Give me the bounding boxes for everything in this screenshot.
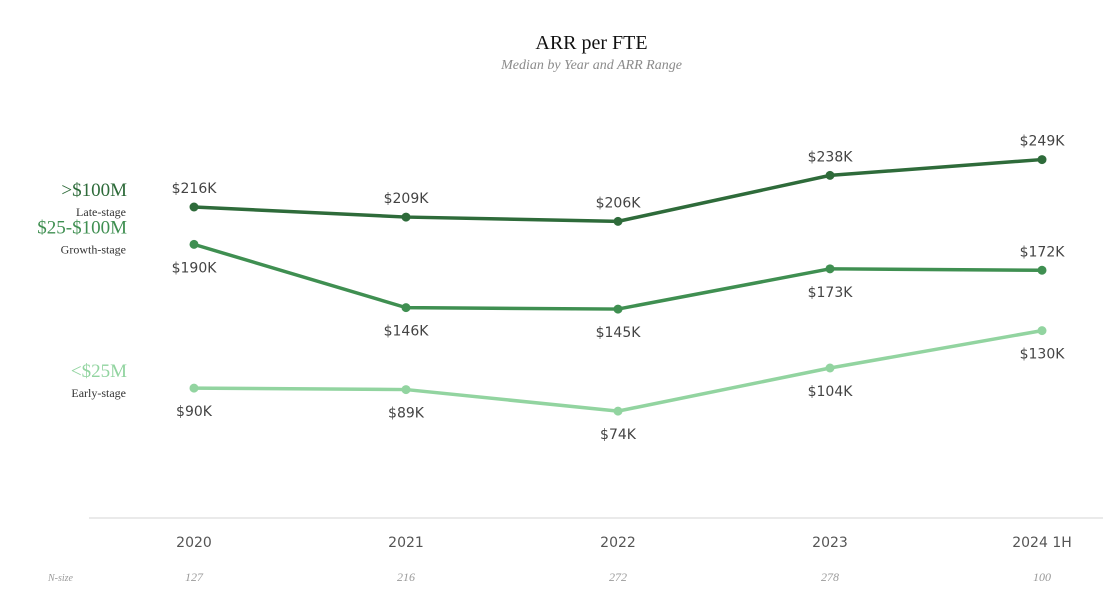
data-label: $173K bbox=[808, 285, 854, 301]
chart-title: ARR per FTE bbox=[535, 32, 648, 54]
series-name-label: >$100M bbox=[61, 180, 127, 201]
data-point bbox=[825, 363, 835, 373]
data-point bbox=[189, 202, 199, 212]
data-label: $74K bbox=[600, 427, 637, 443]
data-point bbox=[401, 303, 411, 313]
data-point bbox=[1037, 265, 1047, 275]
data-point bbox=[1037, 155, 1047, 165]
data-point bbox=[613, 406, 623, 416]
n-size-value: 216 bbox=[397, 570, 415, 584]
n-size-value: 127 bbox=[185, 570, 204, 584]
series-name-label: <$25M bbox=[71, 361, 127, 382]
data-point bbox=[1037, 326, 1047, 336]
data-label: $209K bbox=[384, 191, 430, 207]
data-label: $238K bbox=[808, 149, 854, 165]
x-tick-label: 2023 bbox=[812, 535, 848, 551]
chart-subtitle: Median by Year and ARR Range bbox=[501, 58, 682, 73]
series-stage-label: Growth-stage bbox=[61, 242, 126, 256]
series-line-1 bbox=[192, 242, 1044, 311]
series-stage-label: Early-stage bbox=[71, 386, 126, 400]
data-label: $216K bbox=[172, 181, 218, 197]
data-label: $146K bbox=[384, 324, 430, 340]
data-label: $206K bbox=[596, 195, 642, 211]
data-point bbox=[189, 239, 199, 249]
data-label: $104K bbox=[808, 384, 854, 400]
data-label: $172K bbox=[1020, 244, 1066, 260]
data-label: $130K bbox=[1020, 347, 1066, 363]
n-size-value: 272 bbox=[609, 570, 627, 584]
data-point bbox=[825, 264, 835, 274]
data-point bbox=[189, 383, 199, 393]
x-tick-label: 2020 bbox=[176, 535, 212, 551]
series-name-label: $25-$100M bbox=[37, 217, 127, 238]
x-tick-label: 2024 1H bbox=[1012, 535, 1072, 551]
data-point bbox=[401, 385, 411, 395]
series-line-2 bbox=[192, 328, 1044, 413]
series-line-0 bbox=[192, 157, 1044, 224]
data-label: $145K bbox=[596, 325, 642, 341]
data-point bbox=[613, 304, 623, 314]
n-size-value: 278 bbox=[821, 570, 839, 584]
x-tick-label: 2021 bbox=[388, 535, 424, 551]
data-point bbox=[825, 170, 835, 180]
series-stage-label: Late-stage bbox=[76, 205, 126, 219]
data-point bbox=[401, 212, 411, 222]
data-label: $90K bbox=[176, 404, 213, 420]
data-label: $249K bbox=[1020, 134, 1066, 150]
n-size-label: N-size bbox=[47, 573, 74, 584]
data-label: $190K bbox=[172, 260, 218, 276]
data-label: $89K bbox=[388, 406, 425, 422]
x-tick-label: 2022 bbox=[600, 535, 636, 551]
data-point bbox=[613, 216, 623, 226]
n-size-value: 100 bbox=[1033, 570, 1051, 584]
